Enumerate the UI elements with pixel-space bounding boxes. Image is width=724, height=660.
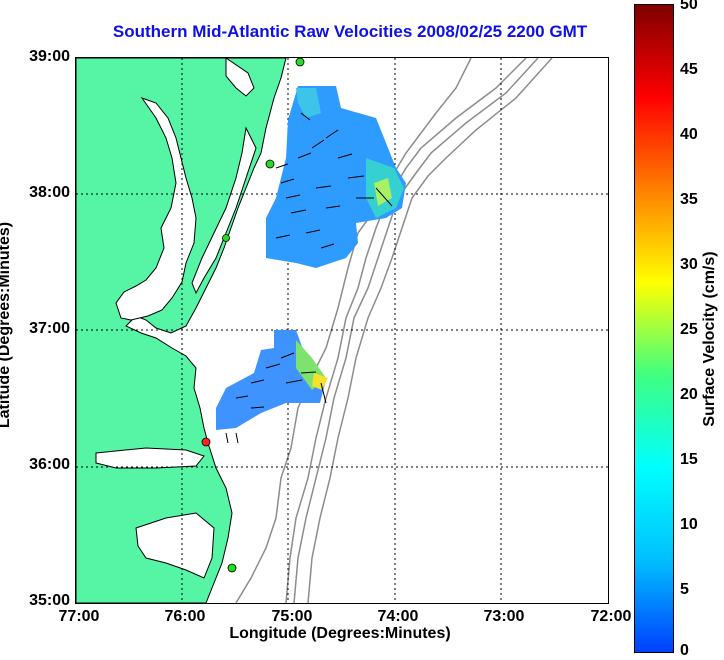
velocity-vector xyxy=(337,153,353,159)
x-axis-label: Longitude (Degrees:Minutes) xyxy=(229,625,451,642)
velocity-vector xyxy=(320,382,327,404)
colorbar-tick: 40 xyxy=(680,126,698,143)
colorbar xyxy=(634,4,674,653)
map-title: Southern Mid-Atlantic Raw Velocities 200… xyxy=(112,22,588,41)
velocity-vector xyxy=(250,379,265,384)
velocity-vector xyxy=(320,243,335,249)
bathymetry-contour-outer xyxy=(307,58,553,603)
colorbar-tick: 45 xyxy=(680,61,698,78)
velocity-patch-north-fast xyxy=(296,88,321,118)
colorbar-tick: 30 xyxy=(680,256,698,273)
velocity-vector xyxy=(347,175,365,179)
colorbar-tick: 25 xyxy=(680,321,698,338)
colorbar-tick: 10 xyxy=(680,516,698,533)
velocity-vector xyxy=(311,139,325,149)
colorbar-tick: 35 xyxy=(680,191,698,208)
x-tick-label: 76:00 xyxy=(164,608,206,625)
map-plot-area[interactable] xyxy=(75,57,609,604)
colorbar-tick: 0 xyxy=(680,642,689,659)
bathymetry-contour-inner xyxy=(285,58,527,603)
velocity-vector xyxy=(305,229,321,234)
radar-station-active xyxy=(295,58,305,67)
velocity-vector xyxy=(275,234,291,239)
pamlico-sound xyxy=(135,512,215,579)
velocity-vector xyxy=(280,178,295,184)
x-tick-label: 75:00 xyxy=(271,608,313,625)
velocity-vector xyxy=(325,129,339,139)
velocity-vector xyxy=(265,363,281,369)
colorbar-tick: 5 xyxy=(680,581,689,598)
velocity-vector xyxy=(275,163,289,169)
y-tick-label: 37:00 xyxy=(29,320,70,337)
velocity-vectors xyxy=(225,112,393,444)
velocity-vector xyxy=(315,185,332,189)
velocity-field-south xyxy=(216,330,328,430)
bathymetry-contour-shelf xyxy=(235,58,472,603)
velocity-vector xyxy=(290,209,307,214)
albemarle-sound xyxy=(95,447,205,469)
velocity-vector xyxy=(250,406,265,409)
chesapeake-bay xyxy=(95,58,257,579)
y-tick-label: 39:00 xyxy=(29,48,70,65)
map-svg xyxy=(76,58,608,603)
delaware-bay xyxy=(225,58,255,97)
y-tick-label: 35:00 xyxy=(29,592,70,609)
velocity-vector xyxy=(297,152,312,159)
colorbar-label: Surface Velocity (cm/s) xyxy=(701,251,718,427)
radar-station-active xyxy=(227,563,237,573)
y-axis-label: Latitude (Degrees:Minutes) xyxy=(0,221,13,429)
radar-station-active xyxy=(265,159,275,169)
radar-station-inactive xyxy=(201,437,211,447)
velocity-vector xyxy=(300,112,311,121)
colorbar-tick: 15 xyxy=(680,451,698,468)
radar-station-active xyxy=(222,234,230,242)
velocity-vector xyxy=(285,194,301,199)
velocity-vector xyxy=(235,432,239,444)
bathymetry-contour-mid xyxy=(293,58,539,603)
x-tick-label: 72:00 xyxy=(590,608,632,625)
colorbar-tick: 50 xyxy=(680,0,698,13)
velocity-vector xyxy=(235,395,249,399)
velocity-vector xyxy=(325,205,341,209)
colorbar-tick: 20 xyxy=(680,386,698,403)
x-tick-label: 73:00 xyxy=(483,608,525,625)
eastern-shore-channel xyxy=(191,126,257,295)
x-tick-label: 74:00 xyxy=(377,608,419,625)
velocity-patch-north-peak xyxy=(374,178,392,206)
bathymetry-contours xyxy=(235,58,553,603)
velocity-vector xyxy=(300,371,317,374)
velocity-field-north xyxy=(266,86,406,268)
velocity-vector xyxy=(285,379,303,384)
velocity-vector xyxy=(225,432,229,444)
y-tick-label: 36:00 xyxy=(29,456,70,473)
velocity-patch-north xyxy=(266,86,406,268)
velocity-vector xyxy=(280,352,295,359)
bay-water xyxy=(115,97,197,321)
x-tick-label: 77:00 xyxy=(58,608,100,625)
y-tick-label: 38:00 xyxy=(29,184,70,201)
velocity-patch-south-peak xyxy=(312,373,328,390)
velocity-vector xyxy=(375,187,393,207)
